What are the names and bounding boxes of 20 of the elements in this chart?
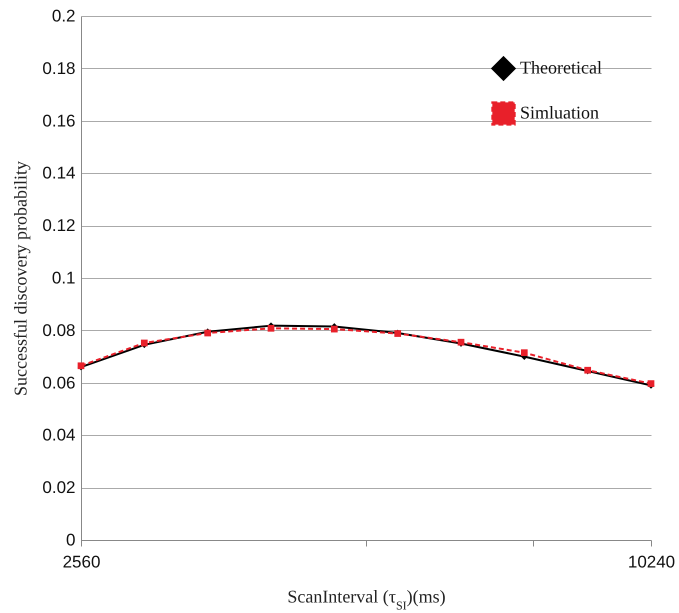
y-tick-label: 0.04 — [42, 426, 76, 445]
y-tick-label: 0.16 — [42, 111, 76, 130]
x-tick-label: 2560 — [62, 552, 100, 572]
y-tick-label: 0.12 — [42, 216, 76, 236]
y-axis-title: Successful discovery probability — [10, 161, 30, 396]
y-tick-label: 0.18 — [42, 58, 76, 78]
point — [268, 324, 274, 332]
x-tick-label: 10240 — [628, 552, 676, 572]
point — [520, 349, 528, 356]
y-tick-label: 0.1 — [52, 268, 76, 288]
y-tick-label: 0.02 — [42, 478, 76, 498]
legend-label: Simluation — [520, 102, 600, 122]
y-tick-label: 0 — [66, 530, 76, 550]
legend-label: Theoretical — [520, 58, 602, 78]
y-tick-label: 0.2 — [52, 6, 76, 26]
y-tick-label: 0.14 — [42, 164, 76, 183]
x-axis-title: ScanInterval (τ$_{SI}$)(ms) — [287, 586, 446, 612]
point — [330, 326, 338, 332]
y-tick-label: 0.06 — [42, 373, 76, 392]
y-tick-label: 0.08 — [42, 320, 76, 340]
